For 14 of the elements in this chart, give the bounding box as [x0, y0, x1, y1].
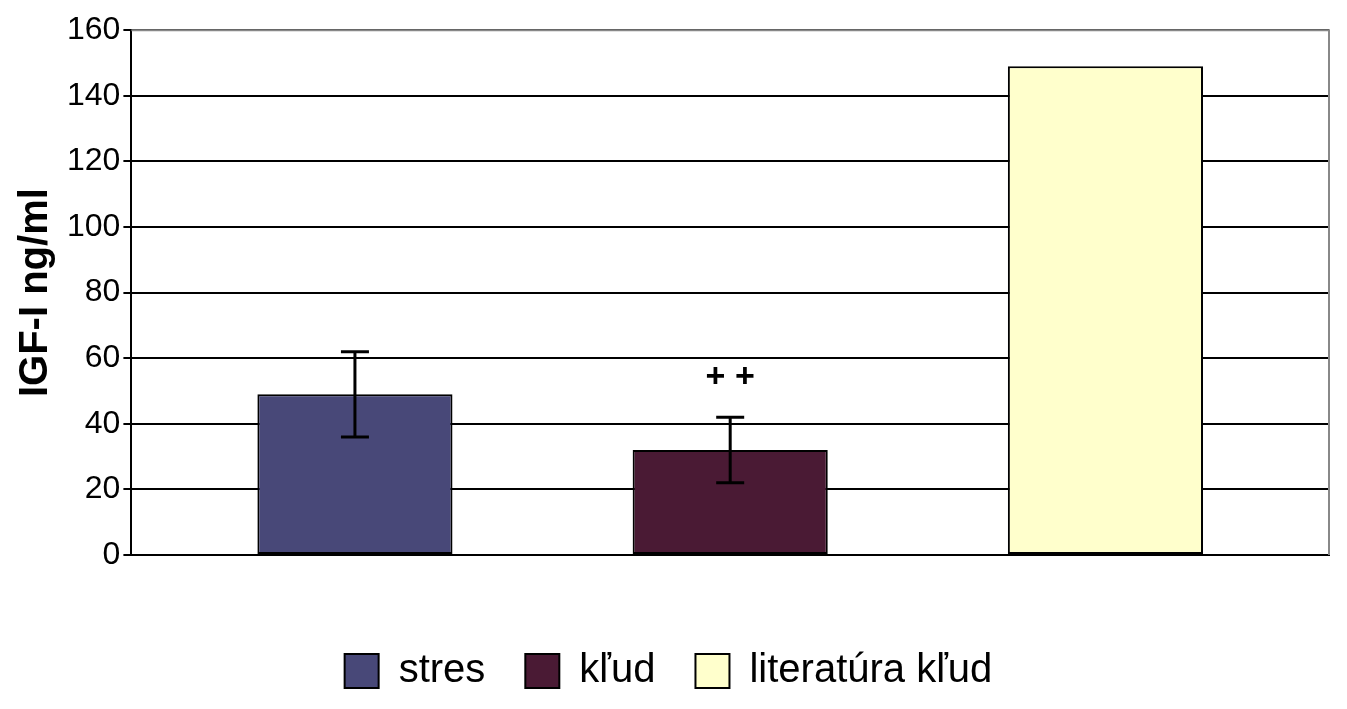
annotation: + +: [705, 355, 755, 394]
legend-label: kľud: [579, 646, 656, 691]
y-tick-label: 0: [102, 534, 121, 571]
y-tick-label: 160: [67, 10, 121, 47]
y-tick-label: 120: [67, 141, 121, 178]
y-tick-label: 40: [84, 403, 121, 440]
legend-label: literatúra kľud: [749, 646, 993, 691]
y-axis-title: IGF-I ng/ml: [11, 188, 56, 398]
y-tick-label: 100: [67, 206, 121, 243]
y-tick-label: 20: [84, 469, 121, 506]
y-tick-label: 140: [67, 75, 121, 112]
y-tick-label: 60: [84, 338, 121, 375]
y-tick-label: 80: [84, 272, 121, 309]
legend-label: stres: [398, 646, 486, 691]
